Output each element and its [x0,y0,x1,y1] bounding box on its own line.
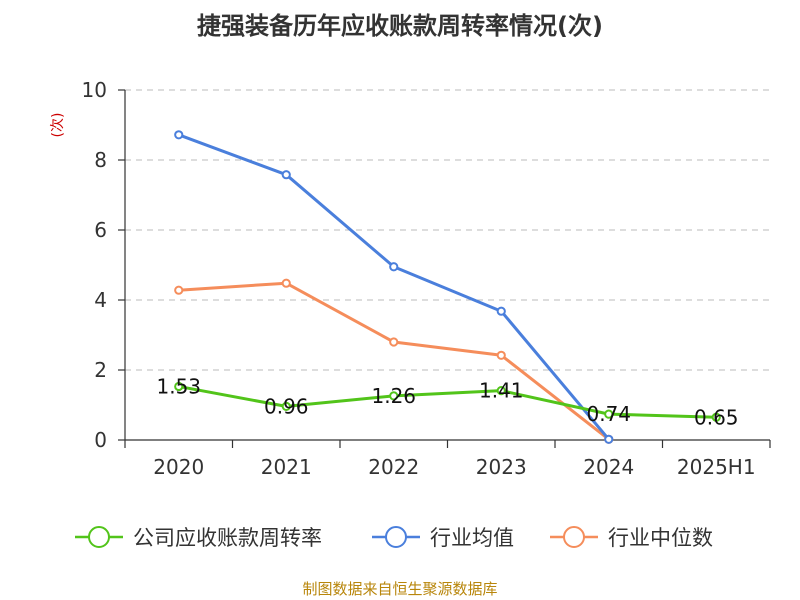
series-1-point-4 [604,434,614,444]
series-0-point-2 [389,391,399,401]
series-0-point-3 [496,386,506,396]
series-2-point-3 [496,350,506,360]
x-tick-label-4: 2024 [583,455,634,479]
legend-marker-0 [88,526,110,548]
gridlines [125,89,770,371]
y-axis-unit: (次) [50,113,66,138]
data-label-0: 1.53 [156,374,201,398]
x-tick-label-5: 2025H1 [677,455,756,479]
y-tick-label-3: 6 [94,218,107,242]
axes [118,89,771,448]
series-1-point-3 [496,306,506,316]
data-label-1: 0.96 [264,394,309,418]
legend-marker-2 [563,526,585,548]
y-tick-label-1: 2 [94,358,107,382]
series-1-point-0 [174,130,184,140]
legend-label-2: 行业中位数 [608,526,713,550]
legend-label-0: 公司应收账款周转率 [133,526,322,550]
series-2-point-1 [281,278,291,288]
series-line-0 [178,384,717,419]
y-tick-label-2: 4 [94,288,107,312]
x-tick-label-0: 2020 [153,455,204,479]
series-2-point-0 [174,285,184,295]
series-0-point-0 [174,381,184,392]
data-label-5: 0.65 [694,405,739,429]
legend: 公司应收账款周转率 行业均值 行业中位数 [75,526,713,550]
source-note: 制图数据来自恒生聚源数据库 [302,580,497,598]
data-labels: 1.53 0.96 1.26 1.41 0.74 0.65 [156,374,738,429]
y-tick-label-0: 0 [94,428,107,452]
data-label-4: 0.74 [586,402,631,426]
y-tick-label-4: 8 [94,148,107,172]
x-tick-label-2: 2022 [368,455,419,479]
series-1-point-2 [389,262,399,272]
legend-label-1: 行业均值 [430,526,514,550]
data-label-2: 1.26 [371,384,416,408]
y-tick-label-5: 10 [82,78,107,102]
series-2-point-2 [389,337,399,347]
data-label-3: 1.41 [479,379,524,403]
chart-title: 捷强装备历年应收账款周转率情况(次) [197,12,603,40]
series-1-point-1 [281,170,291,180]
series-0-point-4 [604,409,614,419]
series-0-point-1 [281,401,291,411]
y-tick-labels: 0 2 4 6 8 10 [82,78,107,452]
series-0-point-5 [711,412,721,422]
series-lines [174,130,721,444]
x-tick-label-1: 2021 [261,455,312,479]
x-tick-labels: 2020 2021 2022 2023 2024 2025H1 [153,455,755,479]
x-tick-label-3: 2023 [476,455,527,479]
legend-marker-1 [385,526,407,548]
